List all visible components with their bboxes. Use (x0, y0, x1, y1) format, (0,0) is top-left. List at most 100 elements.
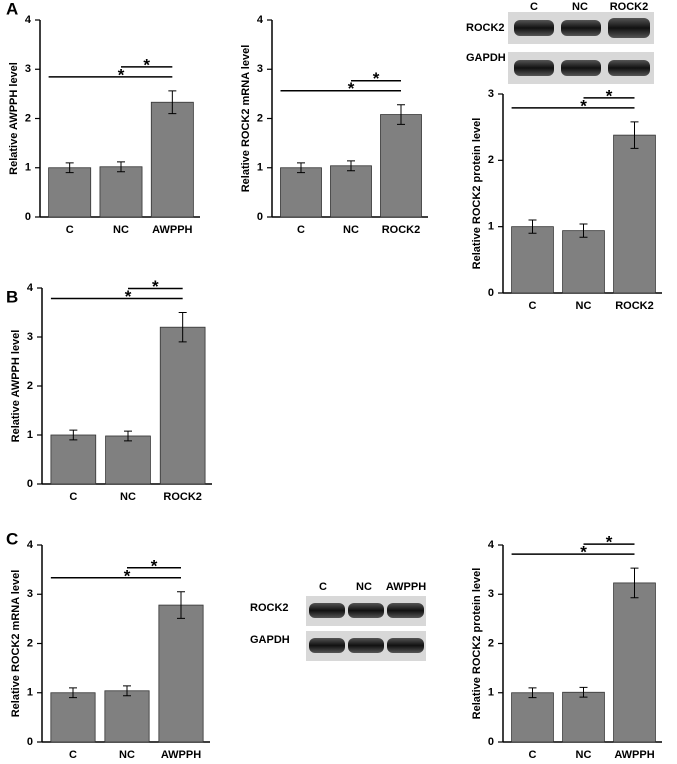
error-bar (630, 121, 639, 149)
bar (613, 134, 656, 294)
x-tick-label: NC (113, 224, 129, 236)
y-tick-label: 3 (27, 588, 33, 600)
bar (613, 582, 656, 743)
error-bar (528, 219, 537, 234)
x-tick-label: NC (120, 491, 136, 503)
y-tick-label: 3 (488, 88, 494, 100)
panel-label: C (6, 529, 18, 548)
significance-star: * (125, 287, 132, 306)
y-tick-label: 0 (488, 736, 494, 748)
significance-star: * (124, 566, 131, 585)
y-tick-label: 1 (257, 162, 263, 174)
blot-band (608, 60, 650, 76)
significance-star: * (152, 277, 159, 296)
bar (99, 166, 143, 218)
y-axis-label: Relative ROCK2 mRNA level (10, 570, 22, 718)
error-bar (528, 687, 537, 699)
row-label: GAPDH (250, 634, 290, 646)
error-bar (297, 162, 305, 174)
y-tick-label: 1 (25, 162, 31, 174)
blot-band (561, 20, 601, 36)
lane-label: C (530, 1, 538, 13)
bar (159, 326, 206, 485)
bar (511, 692, 554, 743)
error-bar (178, 312, 187, 343)
x-tick-label: AWPPH (152, 224, 192, 236)
blot-band (309, 603, 345, 618)
y-tick-label: 1 (27, 429, 33, 441)
y-tick-label: 4 (27, 282, 34, 294)
x-tick-label: ROCK2 (163, 491, 202, 503)
bar (562, 230, 605, 294)
error-bar (123, 685, 131, 697)
lane-label: AWPPH (386, 581, 426, 593)
bar (50, 434, 97, 485)
significance-star: * (143, 55, 150, 74)
x-tick-label: C (66, 224, 74, 236)
lane-label: C (319, 581, 327, 593)
error-bar (397, 104, 405, 125)
y-tick-label: 0 (27, 736, 33, 748)
y-tick-label: 4 (25, 14, 32, 26)
significance-star: * (606, 86, 613, 105)
x-tick-label: C (69, 749, 77, 761)
y-tick-label: 4 (27, 539, 34, 551)
significance-star: * (580, 543, 587, 562)
x-tick-label: NC (343, 224, 359, 236)
row-label: GAPDH (466, 52, 506, 64)
error-bar (168, 90, 177, 115)
blot-band (348, 638, 384, 653)
significance-star: * (348, 79, 355, 98)
x-tick-label: C (529, 300, 537, 312)
y-tick-label: 4 (488, 539, 495, 551)
error-bar (69, 687, 77, 699)
bar (330, 165, 372, 218)
significance-star: * (606, 533, 613, 552)
y-axis-label: Relative ROCK2 mRNA level (240, 45, 252, 193)
blot-band (387, 638, 424, 653)
significance-star: * (118, 65, 125, 84)
row-label: ROCK2 (466, 22, 505, 34)
blot-band (514, 20, 554, 36)
y-axis-label: Relative AWPPH level (10, 330, 22, 443)
error-bar (65, 162, 74, 174)
y-tick-label: 0 (257, 211, 263, 223)
error-bar (117, 161, 125, 173)
lane-label: NC (356, 581, 372, 593)
error-bar (579, 686, 588, 698)
x-tick-label: ROCK2 (382, 224, 421, 236)
bar (50, 692, 96, 743)
error-bar (177, 591, 185, 619)
blot-band (561, 60, 601, 76)
blot-band (608, 18, 650, 38)
bar (511, 226, 554, 294)
lane-label: ROCK2 (610, 1, 649, 13)
y-tick-label: 2 (27, 637, 33, 649)
y-tick-label: 3 (27, 331, 33, 343)
blot-band (514, 60, 554, 76)
bar (48, 167, 92, 218)
y-tick-label: 1 (488, 687, 494, 699)
x-tick-label: AWPPH (614, 749, 654, 761)
y-tick-label: 2 (488, 154, 494, 166)
panel-label: A (6, 0, 18, 18)
y-tick-label: 3 (25, 63, 31, 75)
x-tick-label: NC (576, 300, 592, 312)
bar (158, 604, 204, 743)
y-tick-label: 0 (27, 478, 33, 490)
y-tick-label: 2 (25, 112, 31, 124)
y-tick-label: 2 (27, 380, 33, 392)
y-tick-label: 3 (257, 63, 263, 75)
y-tick-label: 4 (257, 14, 264, 26)
y-tick-label: 2 (488, 637, 494, 649)
y-axis-label: Relative ROCK2 protein level (471, 118, 483, 270)
error-bar (69, 429, 78, 441)
bar (150, 101, 194, 218)
error-bar (124, 430, 132, 442)
x-tick-label: AWPPH (161, 749, 201, 761)
y-tick-label: 1 (488, 221, 494, 233)
blot-band (387, 603, 424, 618)
x-tick-label: C (529, 749, 537, 761)
y-tick-label: 2 (257, 112, 263, 124)
